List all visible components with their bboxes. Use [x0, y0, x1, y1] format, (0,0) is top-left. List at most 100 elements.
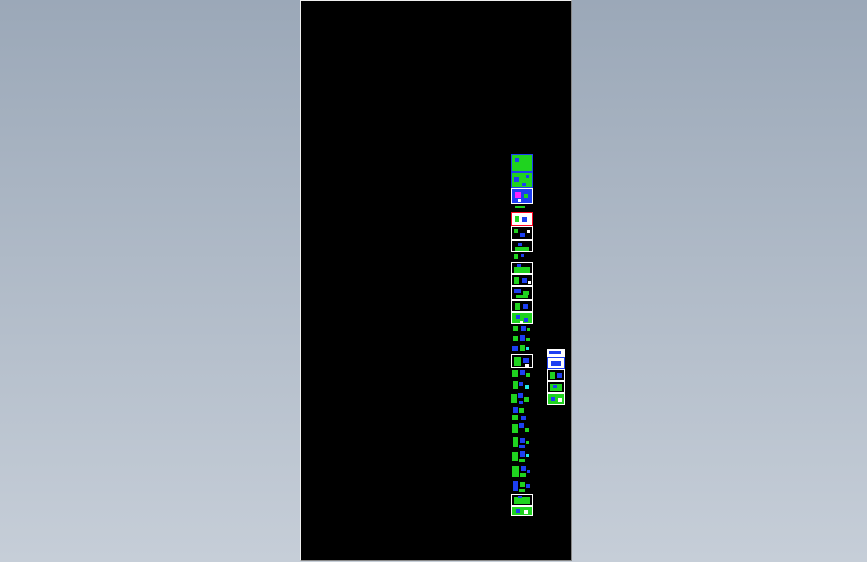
side-cell-2-speck-0 [550, 372, 555, 379]
main-cell-22 [511, 436, 533, 450]
main-cell-23 [511, 450, 533, 464]
main-cell-6-speck-1 [518, 243, 522, 246]
main-cell-17-speck-2 [526, 373, 530, 377]
main-cell-5-speck-2 [527, 230, 530, 233]
main-cell-15-speck-2 [526, 347, 529, 350]
main-cell-11-speck-0 [515, 303, 520, 310]
main-cell-9-speck-1 [522, 278, 527, 283]
side-cell-0-speck-0 [549, 351, 561, 354]
main-cell-9-speck-2 [528, 281, 531, 284]
main-cell-4-speck-0 [515, 216, 519, 222]
side-cell-3-speck-1 [553, 385, 557, 388]
main-cell-12-speck-1 [524, 318, 528, 322]
side-component-strip [547, 349, 565, 405]
main-cell-9-speck-0 [514, 277, 519, 284]
main-cell-20-speck-0 [513, 407, 518, 413]
main-cell-16-speck-0 [514, 357, 521, 366]
main-cell-8-speck-0 [514, 267, 530, 273]
main-cell-12-speck-0 [516, 315, 520, 319]
main-cell-21-speck-2 [525, 428, 529, 432]
main-cell-21-speck-0 [512, 424, 518, 433]
main-cell-25-speck-1 [520, 482, 525, 487]
side-cell-4 [547, 393, 565, 405]
side-cell-1 [547, 357, 565, 369]
main-cell-23-speck-2 [519, 459, 525, 462]
main-cell-2-speck-0 [515, 192, 521, 198]
main-cell-24-speck-3 [527, 470, 530, 473]
main-cell-0 [511, 154, 533, 172]
main-cell-2-speck-1 [524, 194, 528, 198]
main-cell-19 [511, 392, 533, 406]
main-cell-27-speck-1 [524, 510, 528, 514]
main-cell-20-speck-3 [521, 416, 526, 420]
main-cell-11 [511, 300, 533, 312]
main-cell-10 [511, 286, 533, 300]
main-cell-14-speck-1 [520, 335, 525, 341]
main-cell-4 [511, 212, 533, 226]
side-cell-3 [547, 381, 565, 393]
main-cell-8 [511, 262, 533, 274]
main-cell-21-speck-1 [519, 423, 524, 428]
main-cell-10-speck-2 [516, 295, 528, 298]
main-component-strip [511, 154, 533, 516]
main-cell-1 [511, 172, 533, 188]
main-cell-6 [511, 240, 533, 252]
main-cell-9 [511, 274, 533, 286]
side-cell-4-speck-0 [551, 397, 555, 401]
main-cell-20-speck-1 [519, 408, 524, 413]
main-cell-10-speck-0 [514, 289, 521, 293]
main-cell-23-speck-0 [512, 452, 518, 461]
main-cell-26 [511, 494, 533, 506]
main-cell-17-speck-1 [520, 370, 525, 375]
main-cell-11-speck-1 [523, 304, 528, 309]
main-cell-17 [511, 368, 533, 380]
main-cell-2-speck-2 [518, 199, 521, 202]
main-cell-0-speck-0 [515, 158, 519, 162]
side-cell-1-speck-0 [551, 361, 561, 366]
cad-viewport[interactable] [0, 0, 867, 562]
main-cell-1-speck-2 [522, 183, 526, 186]
main-cell-12 [511, 312, 533, 324]
main-cell-5-speck-0 [514, 229, 518, 233]
main-cell-23-speck-1 [520, 451, 525, 457]
main-cell-7 [511, 252, 533, 262]
main-cell-26-speck-0 [514, 497, 530, 504]
main-cell-3-speck-0 [515, 206, 525, 208]
main-cell-22-speck-3 [526, 441, 529, 444]
side-cell-2 [547, 369, 565, 381]
main-cell-24-speck-0 [512, 466, 519, 477]
main-cell-24-speck-1 [521, 466, 526, 471]
main-cell-20 [511, 406, 533, 422]
main-cell-19-speck-1 [518, 393, 523, 398]
main-cell-14 [511, 334, 533, 344]
main-cell-1-speck-1 [526, 175, 529, 178]
main-cell-19-speck-2 [524, 397, 529, 402]
main-cell-18 [511, 380, 533, 392]
side-cell-2-speck-1 [557, 373, 562, 378]
main-cell-13-speck-2 [527, 328, 530, 331]
main-cell-0-speck-1 [524, 165, 527, 168]
main-cell-14-speck-2 [526, 338, 530, 341]
main-cell-27 [511, 506, 533, 516]
main-cell-17-speck-0 [512, 370, 518, 377]
main-cell-18-speck-0 [513, 381, 518, 389]
main-cell-1-speck-0 [514, 177, 519, 182]
main-cell-25-speck-3 [526, 484, 530, 488]
main-cell-16 [511, 354, 533, 368]
main-cell-25 [511, 480, 533, 494]
main-cell-15-speck-1 [520, 345, 525, 351]
main-cell-25-speck-0 [513, 481, 518, 491]
main-cell-22-speck-0 [513, 437, 518, 447]
main-cell-19-speck-3 [519, 401, 523, 404]
main-cell-18-speck-2 [525, 385, 529, 389]
main-cell-7-speck-1 [521, 254, 524, 257]
side-cell-4-speck-1 [558, 398, 562, 402]
main-cell-15-speck-0 [512, 346, 518, 351]
main-cell-23-speck-3 [526, 454, 529, 457]
main-cell-2 [511, 188, 533, 204]
main-cell-14-speck-0 [513, 336, 518, 341]
main-cell-7-speck-0 [514, 254, 518, 259]
main-cell-6-speck-0 [515, 247, 529, 251]
main-cell-21 [511, 422, 533, 436]
main-cell-27-speck-0 [516, 509, 520, 513]
